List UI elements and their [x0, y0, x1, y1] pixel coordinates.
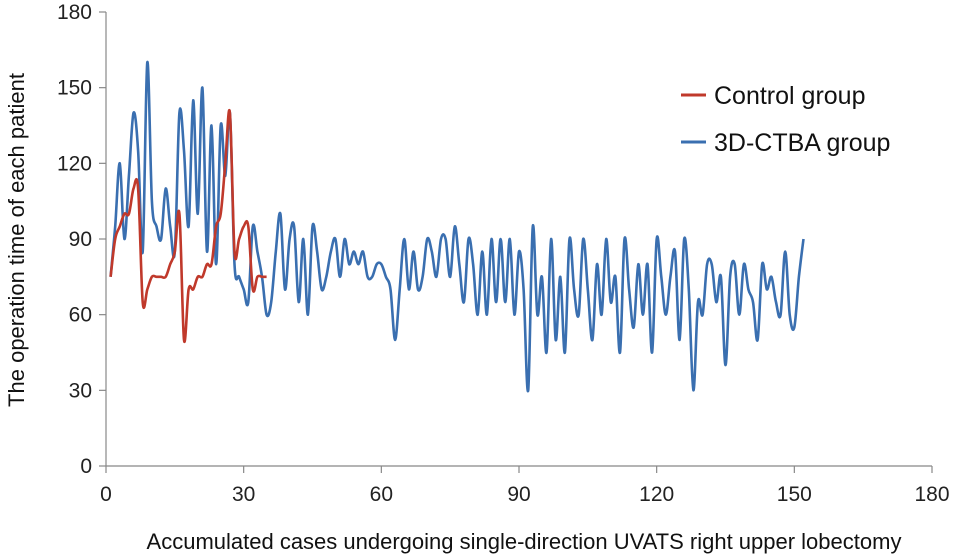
- series-layer: [109, 61, 805, 393]
- series-line-3d-ctba-group: [109, 61, 805, 393]
- x-axis-title: Accumulated cases undergoing single-dire…: [147, 529, 902, 554]
- axes: 0 30 60 90 120 150 180 0 30 60 90 120 150 180: [57, 1, 950, 506]
- y-tick-label: 120: [57, 152, 92, 175]
- y-axis-title: The operation time of each patient: [4, 73, 29, 407]
- legend-label: Control group: [714, 82, 865, 110]
- x-tick-label: 30: [232, 483, 255, 506]
- y-tick-label: 180: [57, 1, 92, 24]
- x-tick-label: 60: [370, 483, 393, 506]
- y-tick-label: 60: [69, 304, 92, 327]
- x-tick-label: 120: [639, 483, 674, 506]
- y-tick-label: 30: [69, 379, 92, 402]
- y-tick-label: 90: [69, 228, 92, 251]
- x-tick-label: 90: [507, 483, 530, 506]
- x-tick-label: 180: [914, 483, 949, 506]
- x-tick-label: 150: [777, 483, 812, 506]
- x-tick-label: 0: [100, 483, 112, 506]
- legend-label: 3D-CTBA group: [714, 129, 890, 157]
- y-tick-label: 150: [57, 77, 92, 100]
- y-tick-label: 0: [80, 455, 92, 478]
- legend: Control group 3D-CTBA group: [681, 82, 890, 157]
- series-line-control-group: [109, 108, 267, 344]
